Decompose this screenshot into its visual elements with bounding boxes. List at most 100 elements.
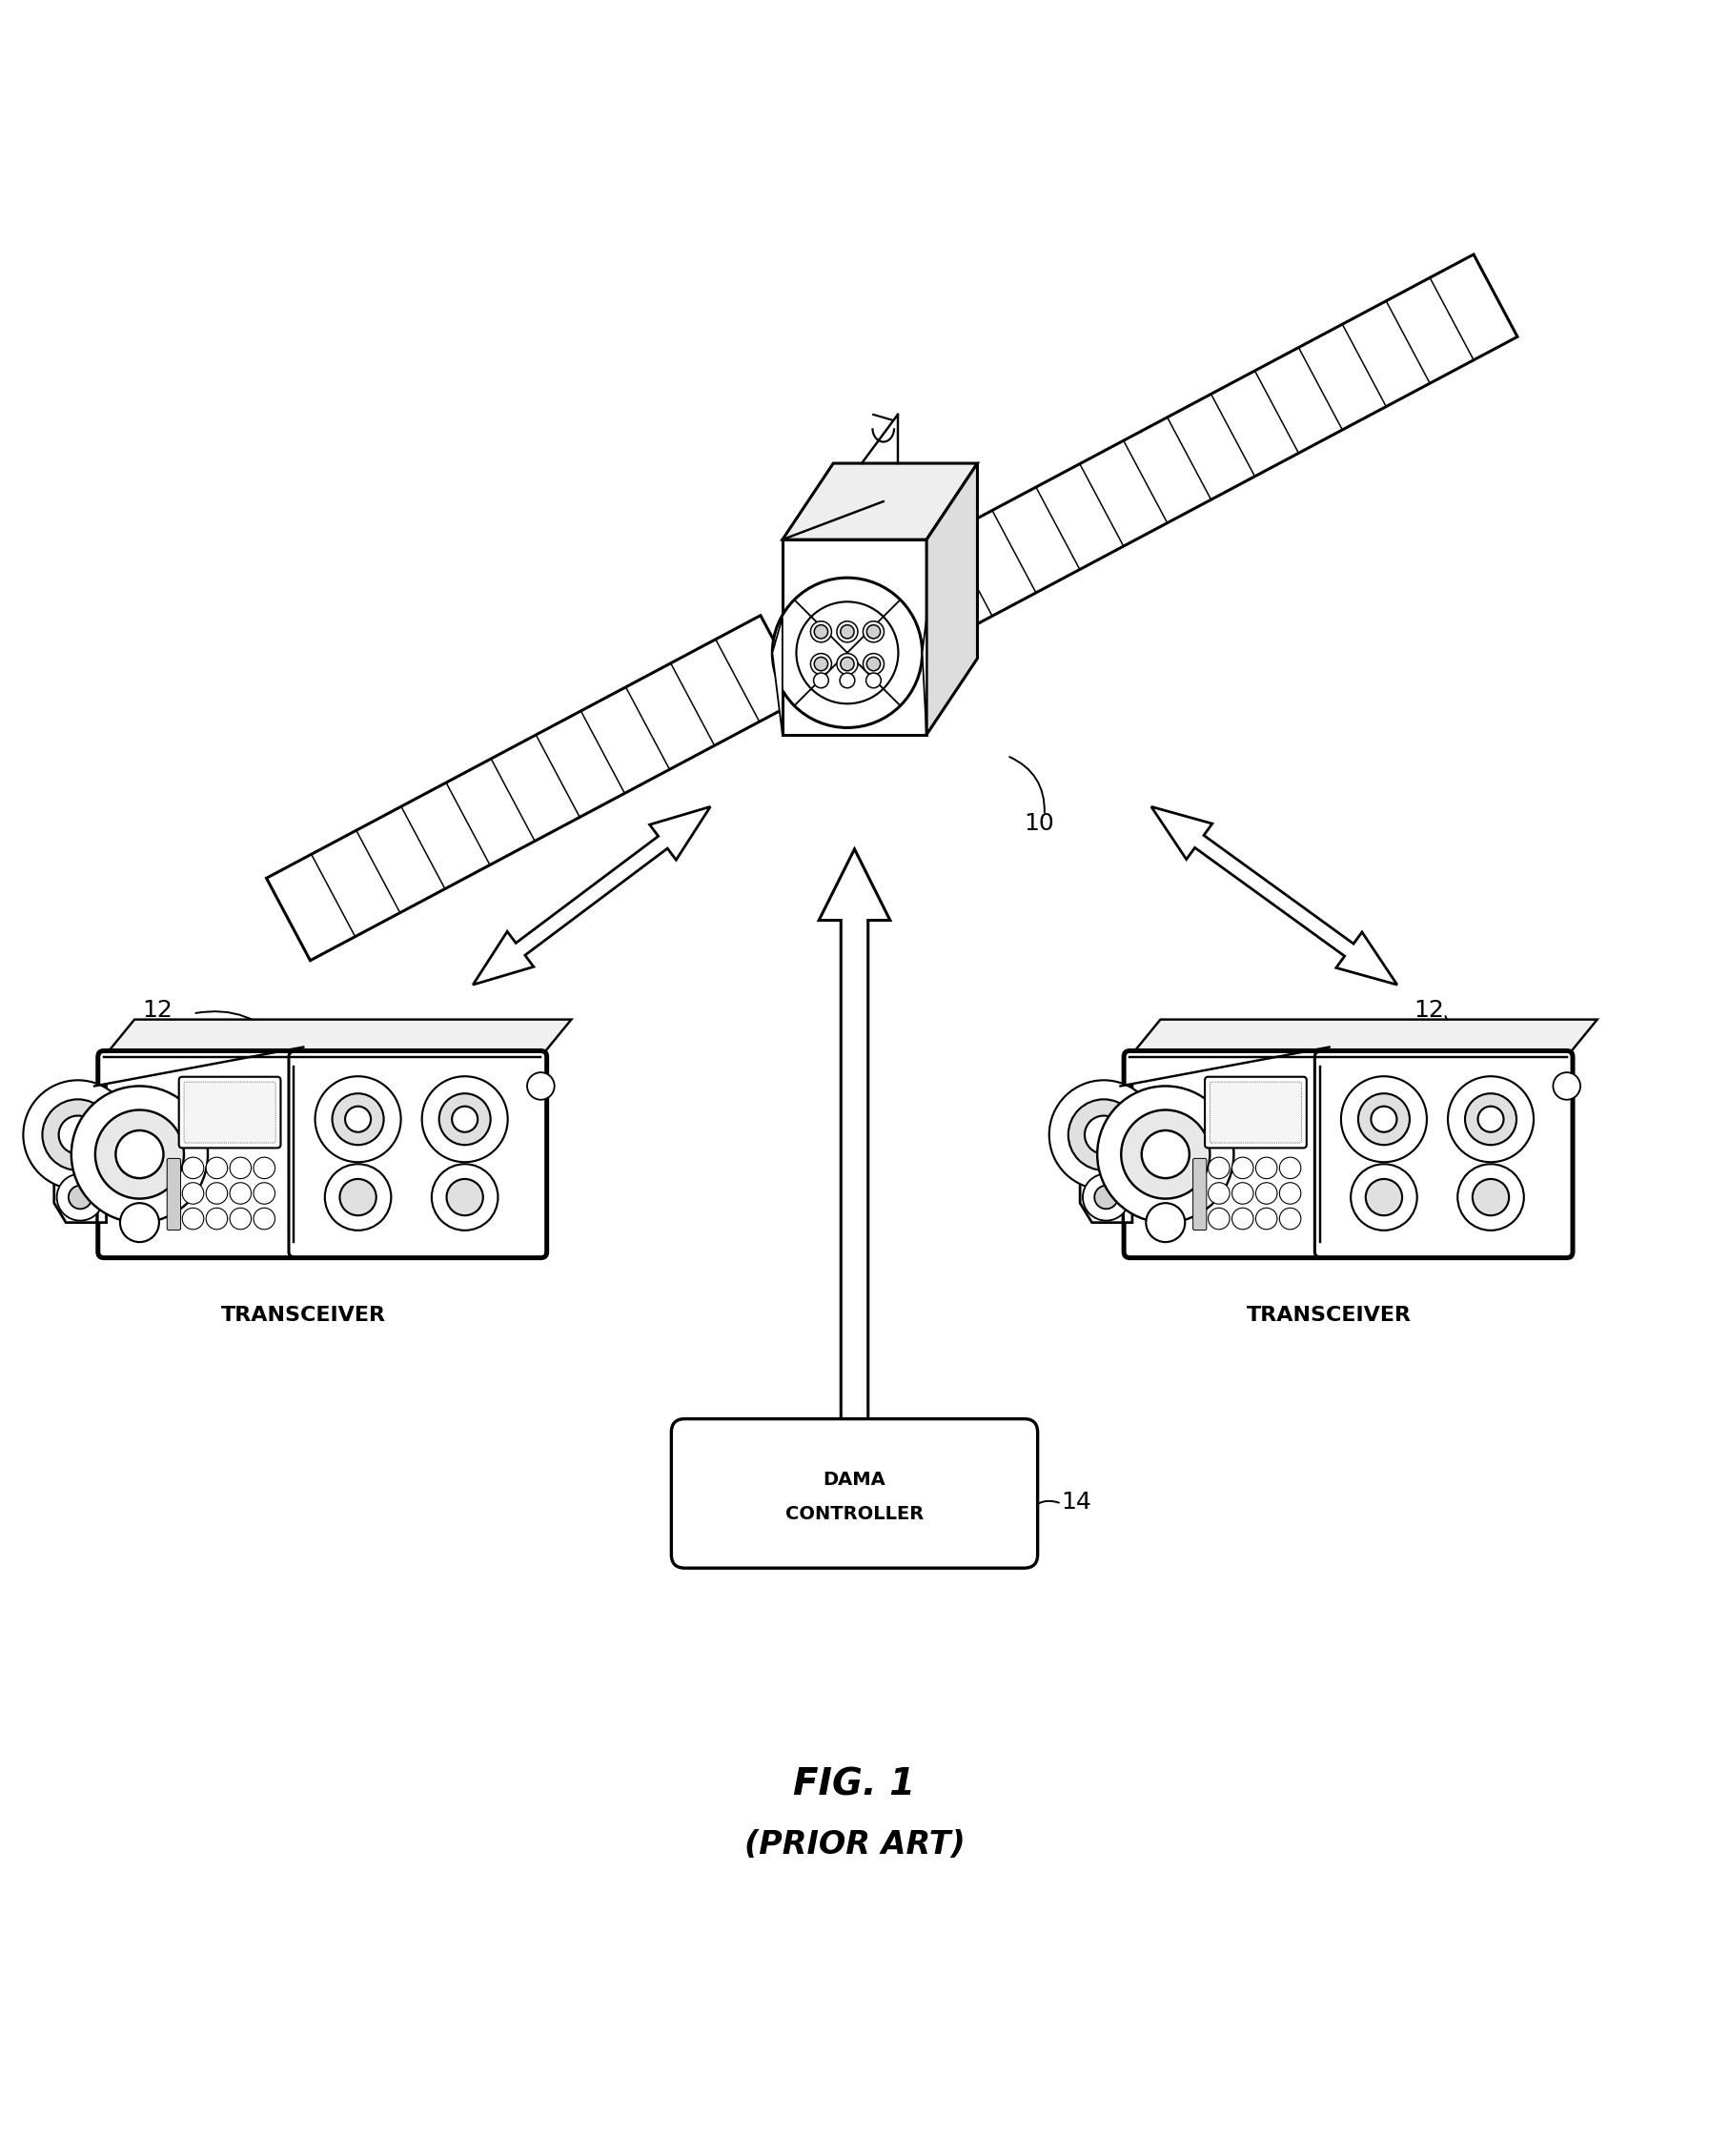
FancyBboxPatch shape [672,1419,1037,1567]
Circle shape [207,1207,227,1229]
Text: TRANSCEIVER: TRANSCEIVER [220,1307,386,1326]
Circle shape [837,621,858,642]
FancyBboxPatch shape [99,1052,299,1257]
Polygon shape [267,614,805,959]
Circle shape [1097,1087,1234,1222]
Circle shape [1142,1130,1189,1177]
Circle shape [1256,1184,1277,1203]
Polygon shape [1080,1087,1133,1222]
Circle shape [1232,1184,1253,1203]
Circle shape [43,1100,113,1171]
FancyBboxPatch shape [289,1052,545,1257]
FancyBboxPatch shape [1193,1158,1207,1231]
FancyBboxPatch shape [167,1158,181,1231]
Text: (PRIOR ART): (PRIOR ART) [743,1828,966,1861]
Circle shape [183,1158,203,1179]
Circle shape [1280,1207,1301,1229]
Circle shape [207,1158,227,1179]
Circle shape [1280,1158,1301,1179]
Circle shape [253,1158,275,1179]
Circle shape [116,1130,164,1177]
Circle shape [325,1164,391,1231]
Circle shape [813,673,829,688]
FancyBboxPatch shape [179,1076,280,1147]
Circle shape [451,1106,479,1132]
Circle shape [810,621,832,642]
Circle shape [422,1076,508,1162]
Polygon shape [904,254,1518,640]
Text: 10: 10 [1024,813,1054,834]
Text: DAMA: DAMA [824,1470,885,1490]
Circle shape [1232,1207,1253,1229]
Text: CONTROLLER: CONTROLLER [784,1505,925,1522]
Circle shape [839,673,854,688]
Circle shape [1068,1100,1140,1171]
Polygon shape [1130,1020,1598,1056]
FancyBboxPatch shape [185,1082,275,1143]
Circle shape [183,1207,203,1229]
Circle shape [796,602,899,703]
Circle shape [1208,1158,1230,1179]
Circle shape [56,1173,104,1220]
Circle shape [863,621,884,642]
Circle shape [810,653,832,675]
Circle shape [24,1080,132,1190]
Polygon shape [1152,806,1398,985]
Circle shape [340,1179,376,1216]
Circle shape [229,1158,251,1179]
Circle shape [1365,1179,1401,1216]
Circle shape [1465,1093,1516,1145]
Circle shape [1049,1080,1159,1190]
Circle shape [1448,1076,1533,1162]
Circle shape [229,1184,251,1203]
Circle shape [446,1179,484,1216]
Circle shape [772,578,923,729]
Circle shape [229,1207,251,1229]
Circle shape [1147,1203,1184,1242]
Circle shape [837,653,858,675]
Circle shape [1371,1106,1396,1132]
Circle shape [526,1072,554,1100]
Polygon shape [819,849,890,1425]
Circle shape [439,1093,490,1145]
Circle shape [866,673,882,688]
Circle shape [1121,1110,1210,1199]
Circle shape [1280,1184,1301,1203]
Circle shape [1208,1207,1230,1229]
Circle shape [813,625,827,638]
Circle shape [1478,1106,1504,1132]
Circle shape [68,1186,92,1210]
Circle shape [1084,1173,1130,1220]
Circle shape [345,1106,371,1132]
Text: FIG. 1: FIG. 1 [793,1768,916,1802]
Circle shape [432,1164,497,1231]
Circle shape [841,625,854,638]
FancyBboxPatch shape [1205,1076,1307,1147]
Polygon shape [55,1087,106,1222]
Circle shape [1342,1076,1427,1162]
Circle shape [1458,1164,1524,1231]
Circle shape [207,1184,227,1203]
Circle shape [314,1076,402,1162]
Circle shape [332,1093,385,1145]
Circle shape [1473,1179,1509,1216]
FancyBboxPatch shape [1125,1052,1324,1257]
FancyBboxPatch shape [1210,1082,1302,1143]
Polygon shape [473,806,711,985]
Circle shape [841,658,854,671]
Text: 14: 14 [1061,1490,1092,1514]
Circle shape [1256,1207,1277,1229]
Circle shape [1256,1158,1277,1179]
Text: 12: 12 [1413,998,1444,1022]
Circle shape [1085,1115,1123,1153]
Circle shape [863,653,884,675]
Polygon shape [783,539,926,735]
Circle shape [253,1207,275,1229]
Circle shape [183,1184,203,1203]
Polygon shape [104,1020,571,1056]
Circle shape [813,658,827,671]
Circle shape [1208,1184,1230,1203]
Circle shape [866,658,880,671]
Text: 12: 12 [142,998,173,1022]
Circle shape [1350,1164,1417,1231]
